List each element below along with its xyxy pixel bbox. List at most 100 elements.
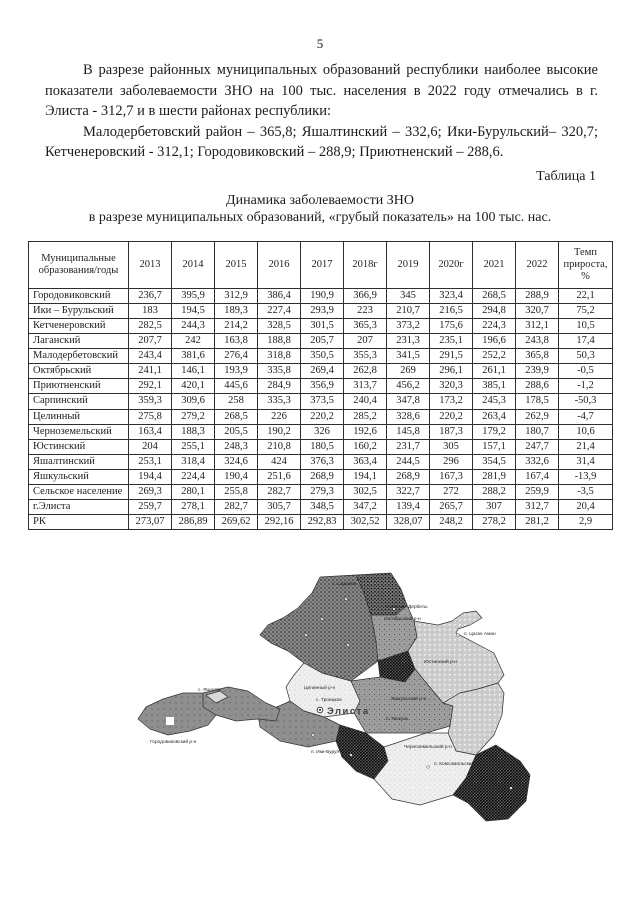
value-cell: 268,9 [300, 468, 344, 485]
value-cell: 328,5 [257, 318, 301, 335]
value-cell: 365,8 [515, 348, 559, 365]
value-cell: -4,7 [558, 408, 613, 425]
value-cell: 224,4 [171, 468, 215, 485]
value-cell: 252,2 [472, 348, 516, 365]
map-city-label: Элиста [327, 706, 370, 717]
value-cell: 167,4 [515, 468, 559, 485]
value-cell: 175,6 [429, 318, 473, 335]
value-cell: 139,4 [386, 498, 430, 515]
value-cell: 350,5 [300, 348, 344, 365]
row-name-cell: г.Элиста [28, 498, 129, 515]
value-cell: 205,5 [214, 423, 258, 440]
value-cell: 272 [429, 483, 473, 500]
row-name-cell: Черноземельский [28, 423, 129, 440]
row-name-cell: Сарпинский [28, 393, 129, 410]
value-cell: 328,6 [386, 408, 430, 425]
map-label: Городовиковский р-н [150, 738, 197, 745]
body-text-block: В разрезе районных муниципальных образов… [45, 60, 598, 163]
col-header-year: 2017 [300, 241, 344, 289]
value-cell: 194,1 [343, 468, 387, 485]
paragraph-intro: В разрезе районных муниципальных образов… [45, 62, 598, 119]
value-cell: 31,4 [558, 453, 613, 470]
table-header-row: Муниципальные образования/годы 2013 2014 20… [28, 241, 613, 289]
value-cell: 326 [300, 423, 344, 440]
row-name-cell: Малодербетовский [28, 348, 129, 365]
value-cell: 163,8 [214, 333, 258, 350]
value-cell: 275,8 [128, 408, 172, 425]
value-cell: 189,3 [214, 303, 258, 320]
value-cell: 328,07 [386, 513, 430, 531]
col-header-year: 2016 [257, 241, 301, 289]
value-cell: 10,5 [558, 318, 613, 335]
col-header-year: 2015 [214, 241, 258, 289]
value-cell: 366,9 [343, 287, 387, 305]
value-cell: 385,1 [472, 378, 516, 395]
value-cell: 318,8 [257, 348, 301, 365]
value-cell: 179,2 [472, 423, 516, 440]
value-cell: 243,4 [128, 348, 172, 365]
col-header-year: 2013 [128, 241, 172, 289]
value-cell: 318,4 [171, 453, 215, 470]
value-cell: 239,9 [515, 363, 559, 380]
col-header-year: 2014 [171, 241, 215, 289]
kalmykia-map: Элиста с. Садовое с. Малые Дербеты Октябрь… [108, 563, 542, 877]
value-cell: 269 [386, 363, 430, 380]
row-name-cell: Целинный [28, 408, 129, 425]
value-cell: 10,6 [558, 423, 613, 440]
row-name-cell: Октябрьский [28, 363, 129, 380]
value-cell: 259,7 [128, 498, 172, 515]
col-header-year: 2018г [343, 241, 387, 289]
value-cell: 205,7 [300, 333, 344, 350]
value-cell: 188,3 [171, 423, 215, 440]
map-label: Юстинский р-н [424, 658, 457, 665]
value-cell: 21,4 [558, 438, 613, 455]
value-cell: 335,8 [257, 363, 301, 380]
value-cell: 242 [171, 333, 215, 350]
value-cell: 445,6 [214, 378, 258, 395]
table-row: Сельское население 269,3 280,1 255,8 282,7 27… [28, 483, 613, 500]
value-cell: 17,4 [558, 333, 613, 350]
value-cell: 278,2 [472, 513, 516, 531]
value-cell: 2,9 [558, 513, 613, 531]
value-cell: 258 [214, 393, 258, 410]
value-cell: 301,5 [300, 318, 344, 335]
table-row: Лаганский 207,7 242 163,8 188,8 205,7 207 231,3… [28, 333, 613, 350]
value-cell: 214,2 [214, 318, 258, 335]
value-cell: 22,1 [558, 287, 613, 305]
value-cell: 145,8 [386, 423, 430, 440]
col-header-year: 2019 [386, 241, 430, 289]
table-title-line1: Динамика заболеваемости ЗНО [226, 193, 414, 208]
col-header-year: 2021 [472, 241, 516, 289]
value-cell: 210,8 [257, 438, 301, 455]
map-label: Яшкульский р-н [391, 695, 427, 702]
value-cell: 235,1 [429, 333, 473, 350]
table-row: Черноземельский 163,4 188,3 205,5 190,2 326 19… [28, 423, 613, 440]
value-cell: 424 [257, 453, 301, 470]
value-cell: 284,9 [257, 378, 301, 395]
col-header-municipalities: Муниципальные образования/годы [28, 241, 129, 289]
value-cell: 324,6 [214, 453, 258, 470]
map-labels: с. Садовое с. Малые Дербеты Октябрьский р-… [150, 581, 496, 767]
map-label: п. Комсомольский [434, 760, 474, 767]
value-cell: 293,9 [300, 303, 344, 320]
value-cell: 282,7 [257, 483, 301, 500]
value-cell: 335,3 [257, 393, 301, 410]
value-cell: 248,3 [214, 438, 258, 455]
value-cell: 288,6 [515, 378, 559, 395]
value-cell: 20,4 [558, 498, 613, 515]
value-cell: 373,5 [300, 393, 344, 410]
table-row: РК 273,07 286,89 269,62 292,16 292,83 302,52 32… [28, 513, 613, 531]
value-cell: 355,3 [343, 348, 387, 365]
value-cell: 302,5 [343, 483, 387, 500]
value-cell: 194,5 [171, 303, 215, 320]
value-cell: 255,8 [214, 483, 258, 500]
value-cell: 285,2 [343, 408, 387, 425]
value-cell: 279,2 [171, 408, 215, 425]
value-cell: 320,3 [429, 378, 473, 395]
value-cell: 292,1 [128, 378, 172, 395]
value-cell: 373,2 [386, 318, 430, 335]
value-cell: 253,1 [128, 453, 172, 470]
value-cell: 245,3 [472, 393, 516, 410]
value-cell: 255,1 [171, 438, 215, 455]
value-cell: 282,7 [214, 498, 258, 515]
